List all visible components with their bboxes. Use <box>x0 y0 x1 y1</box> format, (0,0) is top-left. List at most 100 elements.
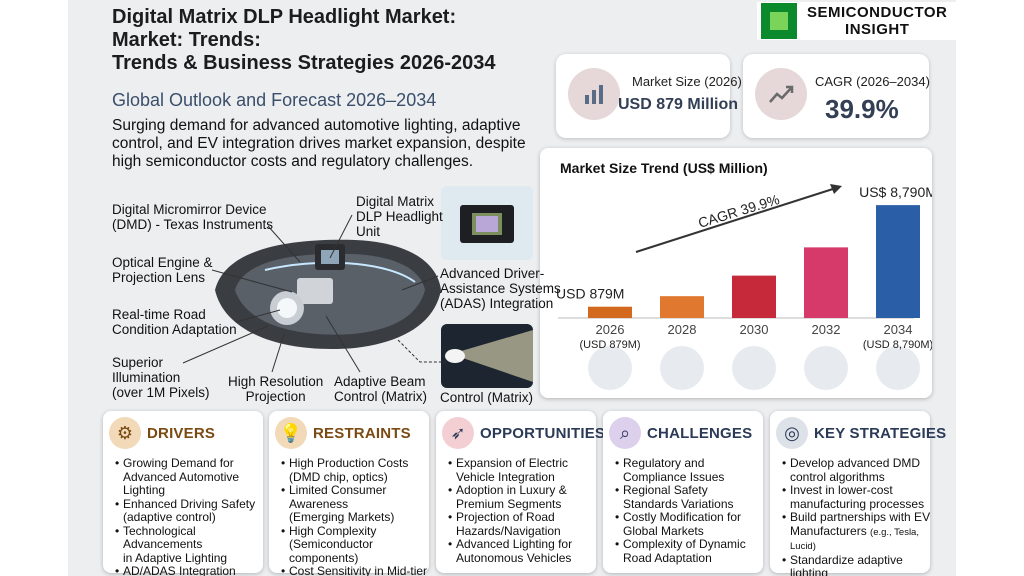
magnifier-icon: ⌕ <box>609 417 641 449</box>
chart-bar-2028 <box>660 296 704 318</box>
cagr-value: 39.9% <box>825 94 899 124</box>
list-item-line: Road Adaptation <box>623 550 712 565</box>
list-item-line: Premium Segments <box>456 496 562 511</box>
list-item-line: (Semiconductor components) <box>289 537 374 565</box>
list-item-line: (Emerging Markets) <box>289 510 395 524</box>
panel-title: DRIVERS <box>147 424 216 442</box>
callout-illumination-line-2: Illumination <box>112 370 181 385</box>
list-item-line: Compliance Issues <box>623 469 725 484</box>
callout-adas: Advanced Driver- Assistance Systems (ADA… <box>440 266 561 311</box>
callout-adaptive: Adaptive Beam Control (Matrix) <box>334 374 427 404</box>
list-item: Adoption in Luxury &Premium Segments <box>448 483 598 511</box>
panel-header: ⚙ DRIVERS <box>103 411 263 455</box>
list-item: AD/ADAS IntegrationRequirements <box>115 564 265 576</box>
brand-logo[interactable]: SEMICONDUCTOR INSIGHT <box>757 2 1013 40</box>
callout-dmd-line-1: Digital Micromirror Device <box>112 202 267 217</box>
logo-line-2: INSIGHT <box>845 21 910 38</box>
callout-unit: Digital Matrix DLP Headlight Unit <box>356 194 443 239</box>
list-item-line: in Adaptive Lighting <box>123 550 228 565</box>
list-item-line: Regulatory and <box>623 456 705 470</box>
headlight-thumb-icon <box>588 346 632 390</box>
market-size-label: Market Size (2026) <box>632 74 742 89</box>
list-item-line: Manufacturers <box>790 523 867 538</box>
callout-road: Real-time Road Condition Adaptation <box>112 307 237 337</box>
sublabel-last: (USD 8,790M) <box>863 339 932 351</box>
cagr-arrow-line <box>635 187 837 253</box>
logo-mark-icon <box>761 3 797 39</box>
callout-control: Control (Matrix) <box>440 390 533 405</box>
callout-illumination-line-1: Superior <box>112 355 164 370</box>
list-item: Enhanced Driving Safety(adaptive control… <box>115 496 265 525</box>
callout-optical: Optical Engine & Projection Lens <box>112 255 213 285</box>
panel-restraints: 💡 RESTRAINTS High Production Costs(DMD chi… <box>269 411 431 576</box>
callout-illumination: Superior Illumination (over 1M Pixels) <box>112 355 210 400</box>
list-item: Build partnerships with EVManufacturers … <box>782 510 932 554</box>
data-label-first: USD 879M <box>556 286 624 302</box>
list-item-line: Build partnerships with EV <box>790 510 931 524</box>
list-item-line: control algorithms <box>790 469 885 484</box>
logo-text: SEMICONDUCTOR INSIGHT <box>807 4 947 38</box>
list-item-line: Limited Consumer Awareness <box>289 483 387 511</box>
panel-header: ◎ KEY STRATEGIES <box>770 411 946 455</box>
right-margin <box>956 0 1024 576</box>
rocket-icon: ➶ <box>442 417 474 449</box>
callout-adas-line-3: (ADAS) Integration <box>440 296 554 311</box>
callout-unit-line-1: Digital Matrix <box>356 194 435 209</box>
page-subtitle: Global Outlook and Forecast 2026–2034 <box>112 90 437 110</box>
list-item-line: Vehicle Integration <box>456 469 555 484</box>
list-item-line: Autonomous Vehicles <box>456 550 572 565</box>
list-item-line: Expansion of Electric <box>456 456 569 470</box>
list-item-line: Technological Advancements <box>123 523 203 551</box>
cagr-card: CAGR (2026–2034) 39.9% <box>743 54 930 138</box>
callout-dmd-line-2: (DMD) - Texas Instruments <box>112 217 274 232</box>
data-label-last: US$ 8,790M <box>859 184 932 200</box>
list-item-line: Advanced Automotive Lighting <box>123 469 240 497</box>
callout-illumination-line-3: (over 1M Pixels) <box>112 385 210 400</box>
list-item-line: manufacturing processes <box>790 496 925 511</box>
title-line-2: Market: Trends: <box>112 29 261 51</box>
logo-line-1: SEMICONDUCTOR <box>807 4 948 21</box>
lightbulb-icon: 💡 <box>275 417 307 449</box>
callout-road-line-2: Condition Adaptation <box>112 322 237 337</box>
headlight-illustration <box>215 239 441 350</box>
chart-bar-2034 <box>876 205 920 318</box>
list-item: High Complexity(Semiconductor components… <box>281 524 431 566</box>
list-item: Standardize adaptive lightingprotocols g… <box>782 553 932 576</box>
x-tick-label: 2034 <box>884 322 913 337</box>
panel-title: KEY STRATEGIES <box>814 424 947 442</box>
list-item-line: Enhanced Driving Safety <box>123 496 256 511</box>
chip-thumb-icon <box>660 346 704 390</box>
list-item-line: Develop advanced DMD <box>790 456 921 470</box>
market-size-value: USD 879 Million <box>618 96 739 113</box>
x-tick-label: 2032 <box>812 322 841 337</box>
road-thumb-icon <box>876 346 920 390</box>
callout-optical-line-1: Optical Engine & <box>112 255 213 270</box>
callout-adaptive-line-2: Control (Matrix) <box>334 389 428 404</box>
panel-title: CHALLENGES <box>647 424 753 442</box>
callout-adas-line-2: Assistance Systems <box>440 281 561 296</box>
list-item-line: Adoption in Luxury & <box>456 483 567 497</box>
x-tick-label: 2028 <box>668 322 697 337</box>
callout-unit-line-2: DLP Headlight <box>356 209 443 224</box>
chart-plot: 2026 2028 2030 2032 2034 USD 879M US$ 8,790M (U… <box>556 184 932 390</box>
callout-dmd: Digital Micromirror Device (DMD) - Texas… <box>112 202 273 232</box>
list-item-line: Invest in lower-cost <box>790 483 893 497</box>
chart-bar-2030 <box>732 275 776 318</box>
list-item: High Production Costs(DMD chip, optics) <box>281 456 431 484</box>
bar-chart-icon <box>568 68 620 120</box>
